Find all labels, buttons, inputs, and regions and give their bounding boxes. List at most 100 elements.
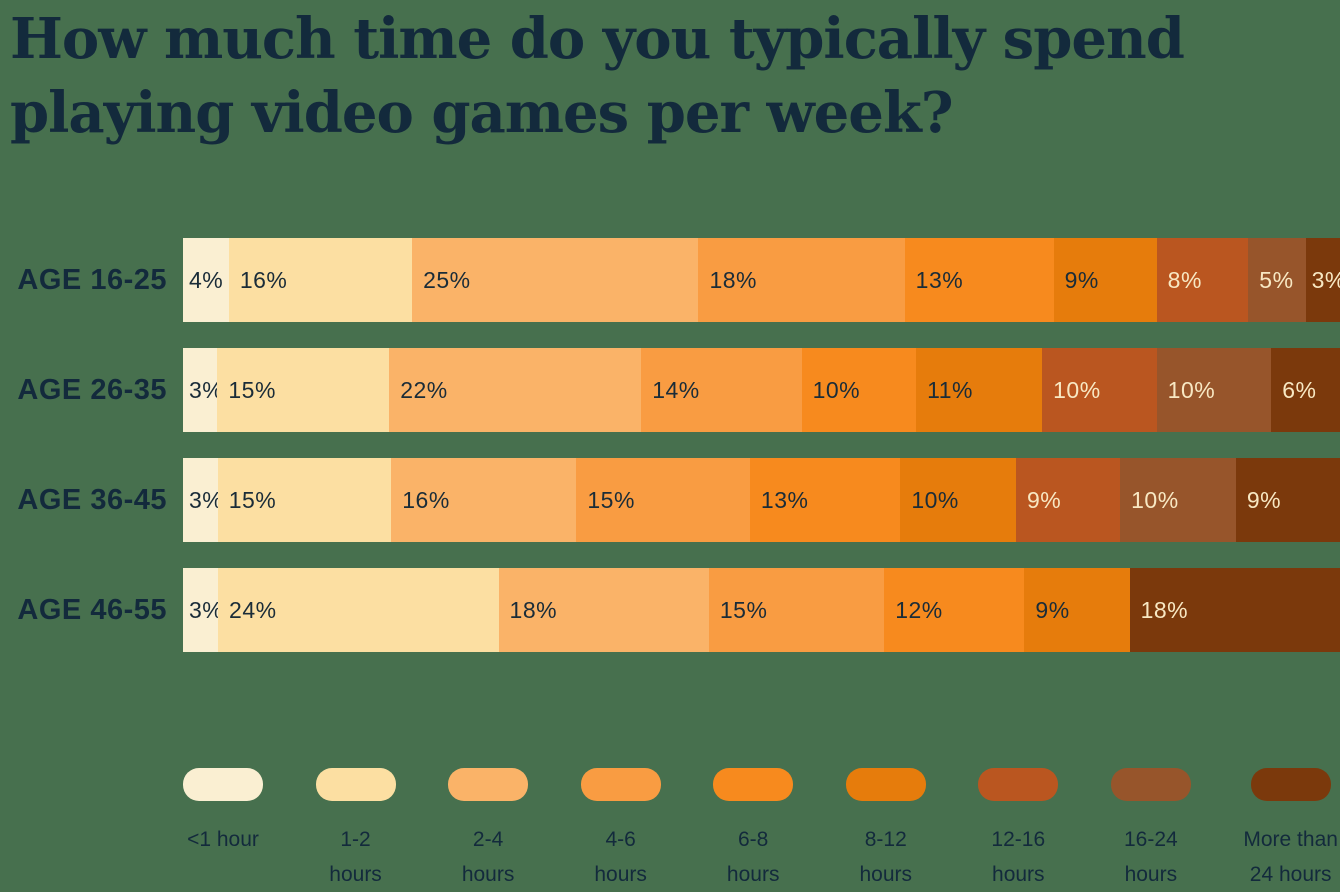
chart-title-line-1: How much time do you typically spend (10, 6, 1185, 72)
bar-segment-12-16-hours: 10% (1042, 348, 1157, 432)
bar-segment-more-than-24-hours: 3% (1305, 238, 1340, 322)
legend-label-line: 8-12 (864, 828, 907, 851)
legend-item: <1 hour (183, 768, 263, 892)
legend-label-line: 24 hours (1249, 863, 1332, 886)
stacked-bar: 3% 24% 18% 15% 12% 9% 18% (183, 568, 1340, 652)
segment-value-label: 13% (760, 486, 809, 513)
legend-label: 4-6 hours (594, 822, 647, 892)
stacked-bar: 4% 16% 25% 18% 13% 9% 8% 5% 3% (183, 238, 1340, 322)
bar-segment-12-16-hours: 8% (1156, 238, 1249, 322)
legend-swatch-4-6-hours (580, 768, 661, 801)
segment-value-label: 10% (1167, 376, 1216, 403)
bar-segment-4-6-hours: 18% (698, 238, 905, 322)
bar-segment-1-2-hours: 15% (217, 458, 392, 542)
legend-label: More than 24 hours (1243, 822, 1338, 892)
chart-title-line-2: playing video games per week? (10, 80, 954, 146)
segment-value-label: 15% (228, 376, 276, 403)
segment-value-label: 10% (1053, 376, 1101, 403)
legend-swatch-6-8-hours (713, 768, 794, 801)
segment-value-label: 16% (402, 486, 450, 513)
segment-value-label: 6% (1282, 376, 1317, 403)
bar-segment-4-6-hours: 14% (641, 348, 802, 432)
legend-swatch-16-24-hours (1110, 768, 1191, 801)
legend-label: 6-8 hours (727, 822, 780, 892)
bar-segment-12-16-hours: 9% (1016, 458, 1121, 542)
legend-label: 12-16 hours (991, 822, 1045, 892)
segment-value-label: 4% (189, 266, 224, 293)
segment-value-label: 3% (189, 376, 224, 403)
bar-segment-8-12-hours: 9% (1053, 238, 1157, 322)
stacked-bar-chart: AGE 16-254%16%25%18%13%9%8%5%3%AGE 26-35… (0, 238, 1340, 678)
segment-value-label: 12% (895, 596, 943, 623)
legend-label-line: 4-6 (605, 828, 636, 851)
bar-row: AGE 46-55 3% 24% 18% 15% 12% 9% 18% (0, 568, 1340, 652)
bar-segment-8-12-hours: 10% (900, 458, 1016, 542)
legend-label: 8-12 hours (859, 822, 912, 892)
segment-value-label: 16% (239, 266, 288, 293)
legend-label-line: More than (1243, 828, 1338, 851)
stacked-bar: 3% 15% 22% 14% 10% 11% 10% 10% 6% (183, 348, 1340, 432)
segment-value-label: 9% (1064, 266, 1099, 293)
segment-value-label: 9% (1035, 596, 1070, 623)
bar-row: AGE 26-35 3% 15% 22% 14% 10% 11% 10% 10% 6% (0, 348, 1340, 432)
segment-value-label: 3% (189, 596, 224, 623)
legend-label-line: 1-2 (340, 828, 371, 851)
bar-segment-1-2-hours: 16% (228, 238, 413, 322)
legend-item: 1-2 hours (315, 768, 396, 892)
legend-label: 2-4 hours (462, 822, 515, 892)
bar-segment-2-4-hours: 25% (412, 238, 699, 322)
segment-value-label: 15% (719, 596, 768, 623)
legend-label-line: 12-16 (991, 828, 1046, 851)
bar-row: AGE 36-45 3% 15% 16% 15% 13% 10% 9% 10% 9% (0, 458, 1340, 542)
legend-label-line: hours (329, 863, 382, 886)
bar-segment-8-12-hours: 9% (1024, 568, 1130, 652)
bar-segment-more-than-24-hours: 18% (1129, 568, 1340, 652)
segment-value-label: 9% (1027, 486, 1062, 513)
bar-row: AGE 16-25 4% 16% 25% 18% 13% 9% 8% 5% 3% (0, 238, 1340, 322)
legend-item: More than 24 hours (1243, 768, 1338, 892)
segment-value-label: 10% (812, 376, 861, 403)
legend-swatch-8-12-hours (845, 768, 926, 801)
legend-label: 1-2 hours (329, 822, 382, 892)
legend-label-line: hours (726, 863, 780, 886)
legend-item: 2-4 hours (448, 768, 529, 892)
legend-item: 16-24 hours (1110, 768, 1191, 892)
bar-segment-2-4-hours: 18% (498, 568, 709, 652)
bar-segment-6-8-hours: 13% (749, 458, 901, 542)
legend-item: 12-16 hours (978, 768, 1059, 892)
legend-item: 6-8 hours (713, 768, 794, 892)
row-label: AGE 46-55 (17, 593, 167, 626)
legend-swatch-2-4-hours (448, 768, 529, 801)
bar-segment-1-hour: 3% (183, 348, 223, 432)
segment-value-label: 5% (1259, 266, 1294, 293)
legend-swatch-1-2-hours (315, 768, 396, 801)
legend-label-line: hours (859, 863, 912, 886)
segment-value-label: 24% (229, 596, 277, 623)
bar-segment-1-hour: 4% (183, 238, 229, 322)
segment-value-label: 14% (652, 376, 700, 403)
chart-title: How much time do you typically spend pla… (10, 2, 1290, 150)
bar-segment-6-8-hours: 10% (801, 348, 917, 432)
segment-value-label: 3% (1311, 266, 1340, 293)
row-label: AGE 36-45 (17, 483, 167, 516)
segment-value-label: 15% (587, 486, 635, 513)
legend-label-line: <1 hour (187, 828, 259, 851)
segment-value-label: 8% (1167, 266, 1202, 293)
legend-label-line: hours (461, 863, 515, 886)
stacked-bar: 3% 15% 16% 15% 13% 10% 9% 10% 9% (183, 458, 1340, 542)
legend-label-line: hours (594, 863, 647, 886)
row-label: AGE 16-25 (17, 263, 167, 296)
legend-swatch-more-than-24-hours (1250, 768, 1331, 801)
legend-item: 4-6 hours (580, 768, 661, 892)
segment-value-label: 18% (1140, 596, 1189, 623)
bar-segment-2-4-hours: 16% (391, 458, 577, 542)
legend-label-line: hours (1124, 863, 1178, 886)
row-label: AGE 26-35 (17, 373, 167, 406)
legend: <1 hour 1-2 hours 2-4 hours 4-6 hours 6-8 hours 8… (183, 768, 1338, 892)
bar-segment-6-8-hours: 12% (884, 568, 1025, 652)
segment-value-label: 3% (189, 486, 224, 513)
bar-segment-16-24-hours: 5% (1248, 238, 1306, 322)
bar-segment-16-24-hours: 10% (1156, 348, 1272, 432)
bar-segment-4-6-hours: 15% (708, 568, 885, 652)
